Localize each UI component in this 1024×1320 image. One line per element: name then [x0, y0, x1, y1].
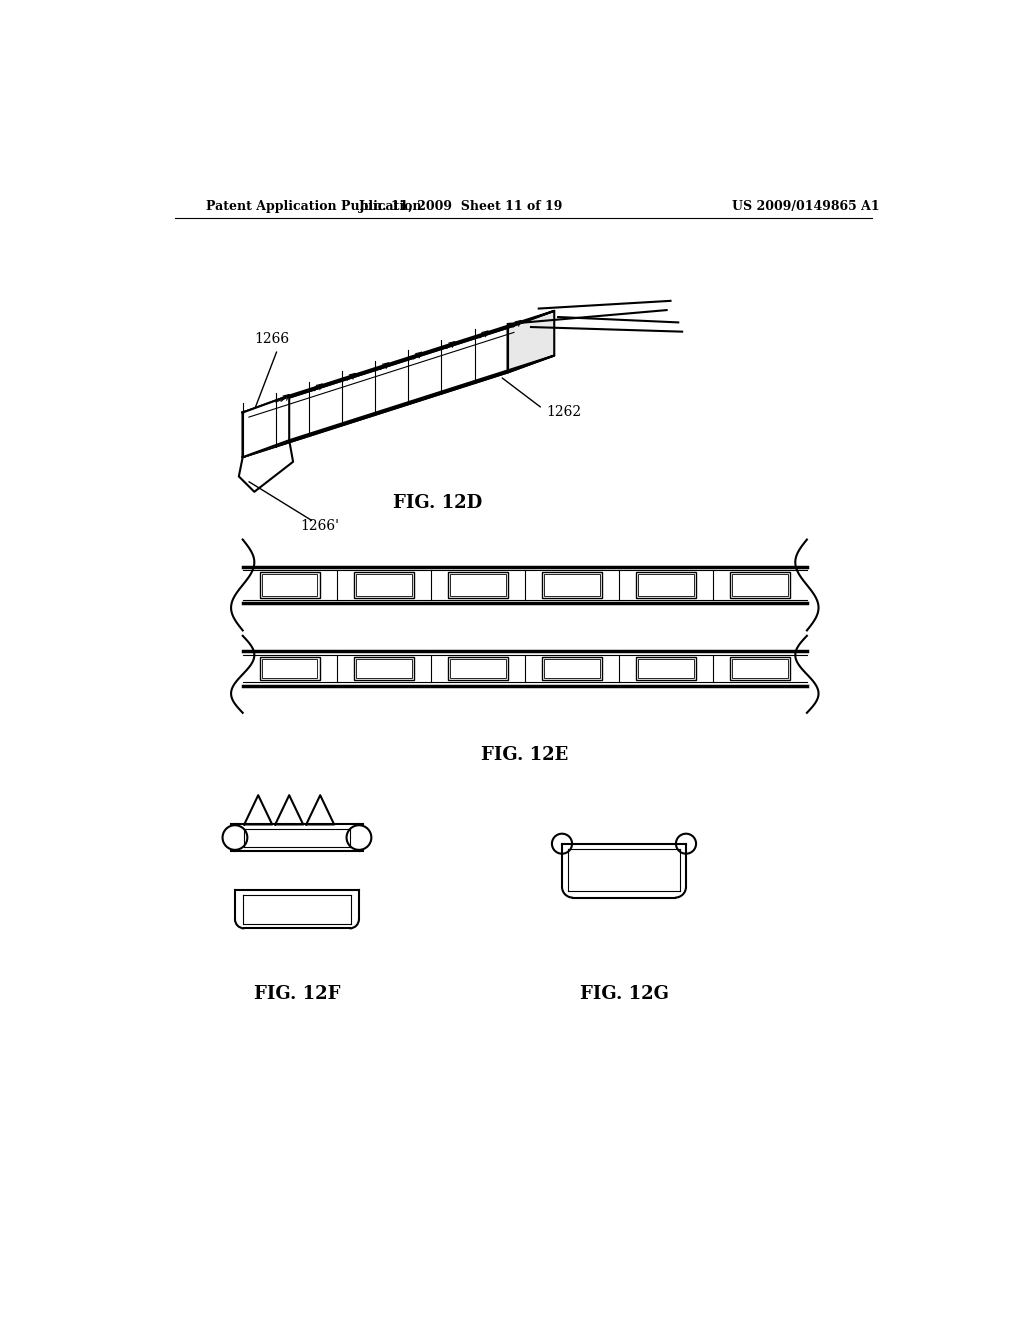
Polygon shape — [243, 355, 554, 457]
Bar — [356, 659, 412, 678]
Text: FIG. 12F: FIG. 12F — [254, 985, 340, 1003]
Bar — [730, 656, 790, 681]
Bar — [544, 659, 600, 678]
Bar — [353, 656, 414, 681]
Bar — [732, 659, 787, 678]
Bar — [447, 572, 508, 598]
Text: Jun. 11, 2009  Sheet 11 of 19: Jun. 11, 2009 Sheet 11 of 19 — [359, 199, 563, 213]
Bar — [262, 659, 317, 678]
Bar — [450, 574, 506, 595]
Bar — [260, 656, 319, 681]
Text: US 2009/0149865 A1: US 2009/0149865 A1 — [732, 199, 880, 213]
Text: 1266': 1266' — [301, 520, 340, 533]
Bar — [636, 656, 696, 681]
Polygon shape — [508, 312, 554, 372]
Bar — [243, 651, 807, 686]
Bar — [356, 574, 412, 595]
Bar — [353, 572, 414, 598]
Polygon shape — [243, 312, 554, 412]
Bar — [732, 574, 787, 595]
Text: 1262: 1262 — [547, 405, 582, 420]
Text: Patent Application Publication: Patent Application Publication — [206, 199, 421, 213]
Bar — [450, 659, 506, 678]
Text: FIG. 12E: FIG. 12E — [481, 746, 568, 764]
Bar — [262, 574, 317, 595]
Bar — [638, 574, 693, 595]
Bar — [730, 572, 790, 598]
Bar — [260, 572, 319, 598]
Bar — [447, 656, 508, 681]
Bar — [542, 656, 602, 681]
Text: 1266: 1266 — [254, 333, 290, 346]
Text: FIG. 12G: FIG. 12G — [580, 985, 669, 1003]
Bar — [542, 572, 602, 598]
Text: FIG. 12D: FIG. 12D — [393, 495, 482, 512]
Polygon shape — [243, 396, 289, 457]
Bar — [243, 566, 807, 603]
Bar — [544, 574, 600, 595]
Bar — [638, 659, 693, 678]
Polygon shape — [243, 327, 508, 457]
Bar — [636, 572, 696, 598]
